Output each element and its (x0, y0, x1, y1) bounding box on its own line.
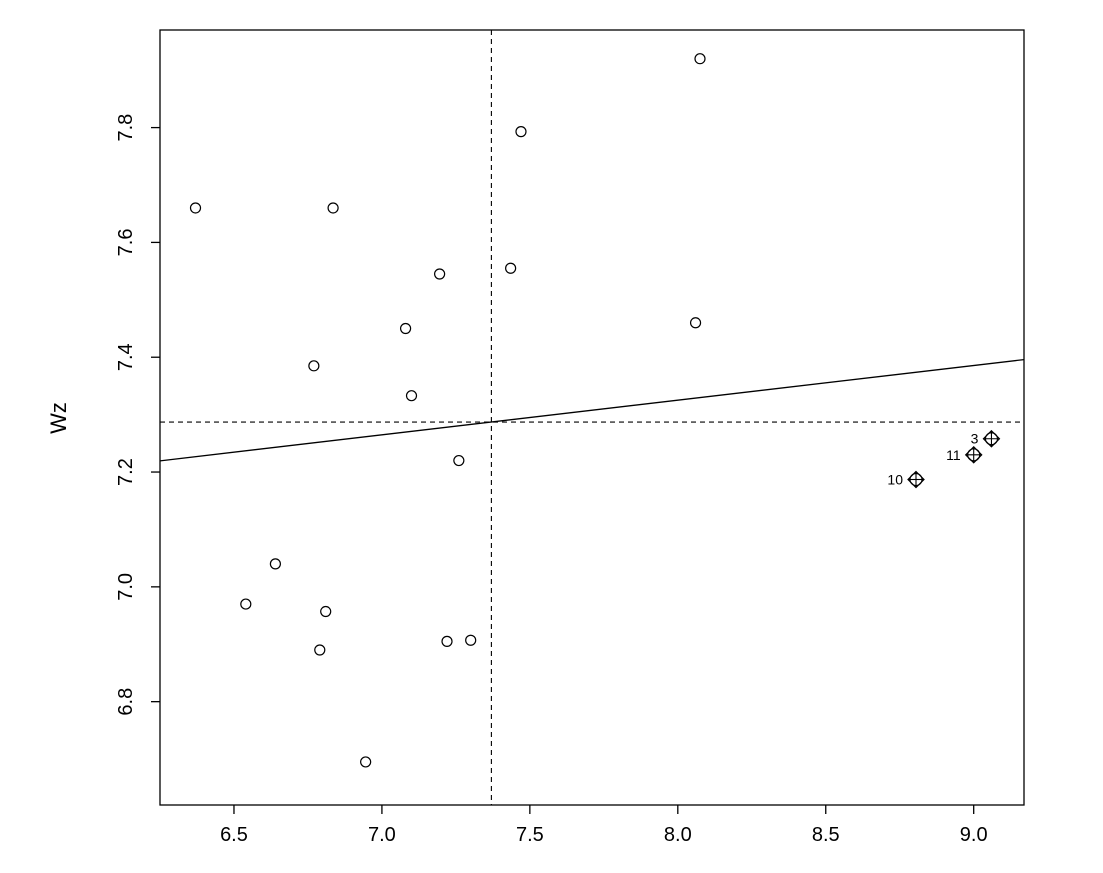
regression-line (160, 358, 1024, 462)
plot-frame (159, 29, 1025, 806)
data-point (441, 635, 453, 647)
x-tick-label: 6.5 (220, 824, 248, 846)
highlighted-point-label: 11 (946, 447, 961, 463)
data-point (399, 322, 412, 335)
x-tick-label: 8.0 (664, 824, 692, 846)
data-point (240, 598, 252, 610)
x-tick-label: 7.0 (368, 824, 396, 846)
data-point (405, 390, 418, 402)
y-axis-title: Wz (46, 402, 71, 434)
data-point (453, 454, 465, 467)
x-tick-label: 8.5 (812, 824, 840, 846)
data-point (314, 644, 326, 656)
y-tick-label: 7.0 (115, 573, 137, 601)
data-point (269, 558, 281, 570)
data-point (320, 605, 332, 618)
y-tick-label: 7.2 (115, 458, 137, 486)
data-point (434, 268, 446, 280)
highlighted-point-label: 10 (887, 472, 903, 488)
y-tick-label: 7.4 (115, 343, 137, 371)
data-point (360, 756, 372, 768)
x-tick-label: 9.0 (960, 824, 988, 846)
data-point (505, 262, 517, 274)
highlighted-point-label: 3 (971, 431, 979, 447)
data-point (689, 317, 702, 329)
data-point (308, 360, 320, 372)
data-point (515, 126, 527, 138)
data-point (189, 202, 202, 214)
data-point (327, 202, 339, 214)
y-tick-label: 7.6 (115, 229, 137, 257)
data-point (694, 53, 706, 65)
y-tick-label: 7.8 (115, 114, 137, 142)
x-tick-label: 7.5 (516, 824, 544, 846)
data-point (465, 634, 477, 646)
plot-layer: 6.5 7.0 7.5 8.0 8.5 9.0 6.8 7.0 7.2 7.4 7.6 7.8 10 11… (115, 29, 1025, 846)
y-tick-label: 6.8 (115, 688, 137, 716)
